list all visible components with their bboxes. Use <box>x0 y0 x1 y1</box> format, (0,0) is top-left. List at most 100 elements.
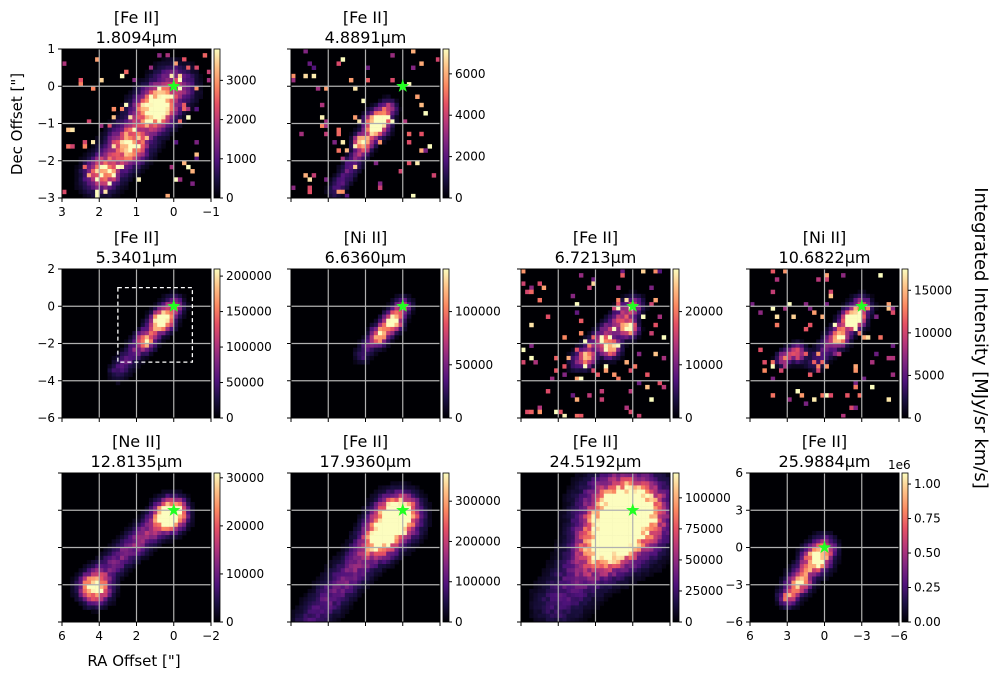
colorbar <box>442 472 450 623</box>
panel-title-wavelength: 25.9884μm <box>779 452 871 471</box>
colorbar <box>901 472 909 623</box>
panel-title-species: [Fe II] <box>343 432 388 451</box>
colorbar-tick-label: 0 <box>455 411 463 425</box>
colorbar-tick-label: 0 <box>226 411 234 425</box>
y-tick-label: −3 <box>37 191 55 205</box>
star-marker <box>817 540 832 554</box>
x-axis-label: RA Offset ["] <box>87 652 180 670</box>
y-tick-label: 2 <box>47 262 55 276</box>
x-tick-label: −1 <box>202 205 220 219</box>
colorbar-tick-label: 20000 <box>685 305 723 319</box>
y-tick-label: −6 <box>37 411 55 425</box>
panel-9: [Fe II]24.5192μm 0 25000 50000 75000 100000 <box>517 432 731 629</box>
star-marker <box>396 299 410 312</box>
colorbar-tick-label: 4000 <box>455 108 486 122</box>
colorbar-tick-label: 1000 <box>226 152 257 166</box>
colorbar-tick-label: 200000 <box>455 534 501 548</box>
colorbar-tick-label: 0 <box>685 411 693 425</box>
panel-title-species: [Fe II] <box>802 432 847 451</box>
x-tick-label: 0 <box>170 629 178 643</box>
colorbar-tick-label: 0 <box>685 615 693 629</box>
colorbar-label: Integrated Intensity [MJy/sr km/s] <box>970 187 991 489</box>
colorbar-tick-label: 10000 <box>914 326 952 340</box>
star-marker <box>396 79 410 92</box>
panel-6: [Ni II]10.6822μm 0 5000 10000 15000 <box>746 228 952 425</box>
colorbar-tick-label: 6000 <box>455 67 486 81</box>
colorbar-tick-label: 50000 <box>455 358 493 372</box>
colorbar <box>901 268 909 419</box>
x-tick-label: −6 <box>890 629 908 643</box>
colorbar-offset-label: 1e6 <box>888 458 911 472</box>
y-tick-label: 0 <box>735 541 743 555</box>
colorbar-tick-label: 0 <box>455 615 463 629</box>
panel-1: 3 2 1 0 −1 1 0 −1 −2 −3 [Fe II]1.8094μm 0 1000 2000 30… <box>37 8 256 219</box>
colorbar <box>213 472 221 623</box>
panel-title-wavelength: 10.6822μm <box>779 248 871 267</box>
star-marker <box>626 299 640 312</box>
colorbar-tick-label: 2000 <box>226 113 257 127</box>
star-marker <box>396 503 410 516</box>
x-tick-label: 6 <box>746 629 754 643</box>
colorbar <box>672 268 680 419</box>
y-tick-label: 6 <box>735 466 743 480</box>
colorbar-tick-label: 50000 <box>226 376 264 390</box>
panel-title-species: [Fe II] <box>573 432 618 451</box>
star-marker <box>626 503 640 516</box>
colorbar <box>442 268 450 419</box>
colorbar-tick-label: 50000 <box>685 553 723 567</box>
x-tick-label: 6 <box>58 629 66 643</box>
colorbar <box>213 268 221 419</box>
panel-title-species: [Ni II] <box>803 228 846 247</box>
panel-title-wavelength: 24.5192μm <box>550 452 642 471</box>
colorbar-tick-label: 0.25 <box>914 581 941 595</box>
colorbar-tick-label: 1.00 <box>914 477 941 491</box>
panel-5: [Fe II]6.7213μm 0 10000 20000 <box>517 228 723 425</box>
colorbar-tick-label: 3000 <box>226 73 257 87</box>
y-tick-label: 1 <box>47 42 55 56</box>
x-tick-label: 3 <box>58 205 66 219</box>
colorbar <box>672 472 680 623</box>
panel-title-wavelength: 5.3401μm <box>96 248 178 267</box>
heatmap-panels: 3 2 1 0 −110−1−2−3[Fe II]1.8094μm01000200030… <box>37 8 952 643</box>
y-tick-label: −1 <box>37 117 55 131</box>
y-tick-label: −2 <box>37 337 55 351</box>
colorbar-tick-label: 30000 <box>226 471 264 485</box>
colorbar-tick-label: 0 <box>226 191 234 205</box>
colorbar-tick-label: 300000 <box>455 494 501 508</box>
colorbar-tick-label: 25000 <box>685 584 723 598</box>
colorbar-tick-label: 100000 <box>455 575 501 589</box>
star-marker <box>167 299 181 312</box>
x-tick-label: 2 <box>95 205 103 219</box>
panel-4: [Ni II]6.6360μm 0 50000 100000 <box>287 228 501 425</box>
colorbar-tick-label: 5000 <box>914 368 945 382</box>
x-tick-label: 4 <box>95 629 103 643</box>
panel-title-wavelength: 4.8891μm <box>325 28 407 47</box>
colorbar-tick-label: 200000 <box>226 269 272 283</box>
colorbar-tick-label: 100000 <box>455 305 501 319</box>
y-tick-label: −4 <box>37 374 55 388</box>
panel-3: 2 0 −2 −4 −6 [Fe II]5.3401μm 0 50000 100000 15000… <box>37 228 272 425</box>
panel-title-wavelength: 17.9360μm <box>320 452 412 471</box>
panel-7: 6 4 2 0 −2 [Ne II]12.8135μm 0 10000 20000 30000 <box>58 432 264 643</box>
colorbar-tick-label: 100000 <box>685 491 731 505</box>
y-tick-label: −3 <box>725 578 743 592</box>
x-tick-label: −3 <box>853 629 871 643</box>
colorbar <box>213 48 221 199</box>
y-tick-label: 0 <box>47 79 55 93</box>
colorbar-tick-label: 10000 <box>685 358 723 372</box>
x-tick-label: −2 <box>202 629 220 643</box>
colorbar-tick-label: 75000 <box>685 522 723 536</box>
y-tick-label: −6 <box>725 615 743 629</box>
star-marker <box>167 503 181 516</box>
colorbar-tick-label: 10000 <box>226 567 264 581</box>
colorbar-tick-label: 100000 <box>226 340 272 354</box>
colorbar-tick-label: 0 <box>226 615 234 629</box>
colorbar-tick-label: 0.50 <box>914 546 941 560</box>
x-tick-label: 1 <box>133 205 141 219</box>
panel-title-wavelength: 6.7213μm <box>555 248 637 267</box>
panel-title-species: [Fe II] <box>114 228 159 247</box>
y-tick-label: 0 <box>47 299 55 313</box>
colorbar-tick-label: 0 <box>455 191 463 205</box>
y-tick-label: 3 <box>735 503 743 517</box>
